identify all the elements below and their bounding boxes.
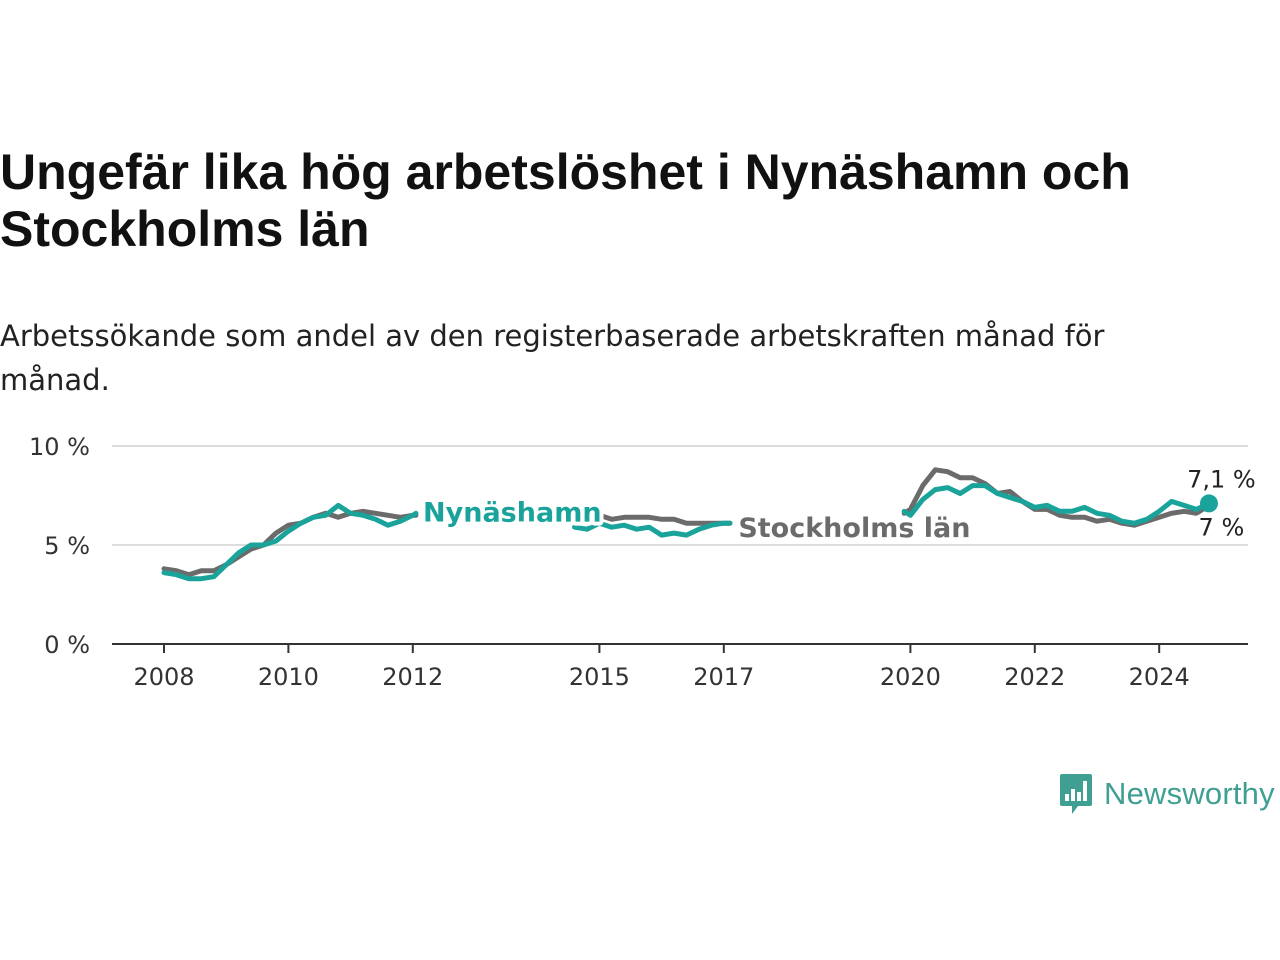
y-axis-ticks: 0 % 5 % 10 %	[29, 433, 90, 659]
gridlines	[112, 445, 1248, 546]
series-lines	[161, 467, 1218, 582]
chart-title: Ungefär lika hög arbetslöshet i Nynäsham…	[0, 144, 1131, 257]
end-value-label-nynashamn: 7,1 %	[1187, 465, 1256, 493]
y-tick-label: 10 %	[29, 433, 90, 461]
x-axis-ticks: 2008 2010 2012 2015 2017 2020 2022 2024	[133, 644, 1190, 691]
series-labels: Nynäshamn Stockholms län 7,1 % 7 %	[419, 462, 1259, 548]
x-tick-label: 2008	[133, 663, 194, 691]
series-label-nynashamn: Nynäshamn	[423, 497, 602, 528]
x-tick-label: 2017	[693, 663, 754, 691]
x-tick-label: 2024	[1129, 663, 1190, 691]
y-tick-label: 0 %	[44, 631, 90, 659]
x-tick-label: 2010	[258, 663, 319, 691]
series-line-nynashamn	[161, 483, 1212, 582]
newsworthy-wordmark: Newsworthy	[1104, 776, 1275, 811]
chart-subtitle: Arbetssökande som andel av den registerb…	[0, 319, 1105, 397]
newsworthy-icon	[1060, 774, 1092, 814]
x-tick-label: 2022	[1004, 663, 1065, 691]
newsworthy-logo: Newsworthy	[1058, 772, 1275, 816]
line-chart: 0 %5 %10 % 2008 2010 2012 2015 2017 2020 2022 2…	[29, 433, 1259, 691]
x-tick-label: 2012	[382, 663, 443, 691]
series-label-stockholm: Stockholms län	[738, 513, 970, 544]
end-point-marker	[1199, 494, 1218, 513]
x-tick-label: 2020	[880, 663, 941, 691]
end-value-label-stockholm: 7 %	[1199, 513, 1245, 541]
x-tick-label: 2015	[569, 663, 630, 691]
y-tick-label: 5 %	[44, 532, 90, 560]
series-line-stockholm	[161, 467, 1212, 578]
